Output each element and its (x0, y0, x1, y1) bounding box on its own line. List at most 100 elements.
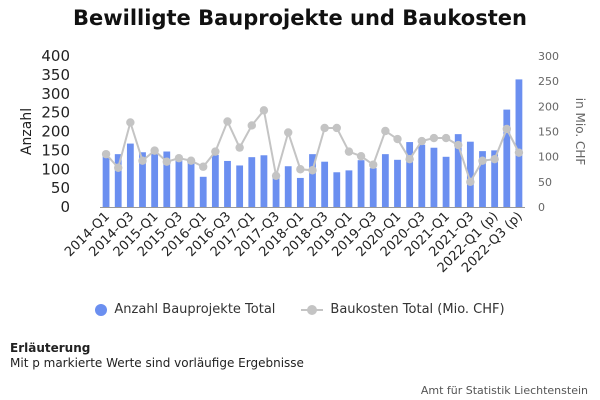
bar-2019-Q3[interactable] (369, 168, 377, 207)
bar-2020-Q1[interactable] (394, 159, 401, 207)
bar-2015-Q4[interactable] (187, 162, 195, 207)
chart-plot: 0501001502002503003504000501001502002503… (19, 47, 587, 276)
point-2014-Q3[interactable] (126, 118, 135, 127)
note-text: Mit p markierte Werte sind vorläufige Er… (10, 356, 304, 370)
legend-item-baukosten[interactable]: Baukosten Total (Mio. CHF) (301, 302, 505, 317)
bar-2015-Q1[interactable] (151, 152, 159, 207)
bar-2015-Q3[interactable] (175, 155, 183, 207)
bar-2018-Q3[interactable] (321, 161, 329, 207)
bar-2020-Q2[interactable] (406, 142, 414, 207)
point-2022-Q3 (p)[interactable] (514, 148, 524, 157)
point-2019-Q3[interactable] (369, 160, 378, 169)
point-2019-Q1[interactable] (344, 147, 354, 156)
y2-axis-title: in Mio. CHF (573, 98, 587, 166)
legend-bar-marker (95, 303, 108, 316)
point-2017-Q4[interactable] (284, 128, 293, 137)
y-tick-label: 0 (60, 198, 70, 216)
point-2021-Q2[interactable] (454, 140, 463, 150)
y-tick-label: 300 (41, 85, 70, 103)
bar-2021-Q1[interactable] (442, 156, 450, 207)
bar-2016-Q3[interactable] (224, 160, 231, 207)
y-tick-label: 200 (41, 123, 70, 141)
y2-tick-label: 200 (538, 100, 559, 113)
bar-2017-Q3[interactable] (272, 176, 280, 207)
point-2018-Q2[interactable] (308, 166, 317, 175)
bar-2022-Q3 (p)[interactable] (515, 79, 523, 207)
bar-2016-Q2[interactable] (211, 154, 219, 207)
point-2014-Q2[interactable] (114, 163, 123, 172)
point-2014-Q4[interactable] (138, 156, 147, 165)
y-tick-label: 250 (41, 104, 70, 122)
y-axis-title: Anzahl (19, 108, 35, 155)
y2-tick-label: 300 (538, 50, 559, 63)
y-tick-label: 350 (41, 66, 70, 84)
point-2019-Q2[interactable] (356, 151, 366, 161)
bar-2017-Q1[interactable] (248, 157, 256, 207)
y2-tick-label: 0 (538, 201, 545, 214)
point-2021-Q1[interactable] (441, 133, 451, 143)
point-2018-Q3[interactable] (320, 123, 329, 133)
bar-2019-Q2[interactable] (357, 160, 365, 207)
y2-tick-label: 100 (538, 151, 559, 164)
bar-2022-Q1 (p)[interactable] (491, 150, 499, 207)
source-credit: Amt für Statistik Liechtenstein (420, 384, 588, 397)
bar-2021-Q2[interactable] (454, 134, 462, 207)
bar-2019-Q4[interactable] (381, 154, 389, 207)
bar-2021-Q4[interactable] (479, 151, 486, 207)
point-2015-Q1[interactable] (150, 146, 159, 155)
y2-tick-label: 150 (538, 126, 559, 139)
point-2021-Q4[interactable] (478, 156, 487, 165)
point-2017-Q2[interactable] (259, 106, 269, 115)
point-2020-Q2[interactable] (405, 154, 414, 164)
point-2015-Q4[interactable] (186, 156, 196, 165)
point-2022-Q1 (p)[interactable] (490, 154, 499, 164)
y-tick-label: 100 (41, 160, 70, 178)
bar-2014-Q3[interactable] (126, 143, 134, 207)
bar-2020-Q4[interactable] (430, 147, 438, 207)
bar-2017-Q4[interactable] (284, 166, 292, 207)
point-2016-Q1[interactable] (199, 162, 208, 171)
point-2015-Q3[interactable] (174, 153, 184, 163)
point-2016-Q3[interactable] (223, 117, 232, 126)
chart-title: Bewilligte Bauprojekte und Baukosten (73, 6, 527, 30)
point-2015-Q2[interactable] (162, 157, 171, 166)
bar-2018-Q1[interactable] (296, 177, 304, 207)
y2-tick-label: 250 (538, 75, 559, 88)
y-tick-label: 150 (41, 141, 70, 159)
point-2020-Q1[interactable] (393, 134, 402, 144)
bar-2018-Q2[interactable] (309, 154, 316, 207)
note-heading: Erläuterung (10, 341, 91, 355)
y2-tick-label: 50 (538, 176, 552, 189)
bar-2020-Q3[interactable] (418, 144, 426, 207)
y-tick-label: 400 (41, 47, 70, 65)
bar-2022-Q2 (p)[interactable] (503, 109, 511, 207)
point-2017-Q1[interactable] (247, 121, 256, 130)
point-2022-Q2 (p)[interactable] (502, 124, 511, 134)
point-2017-Q3[interactable] (271, 171, 281, 180)
point-2020-Q4[interactable] (429, 133, 439, 143)
bar-2014-Q4[interactable] (139, 152, 146, 207)
bar-2018-Q4[interactable] (333, 172, 341, 207)
chart-legend: Anzahl Bauprojekte Total Baukosten Total… (0, 302, 600, 317)
bar-2015-Q2[interactable] (163, 151, 171, 207)
bar-2016-Q1[interactable] (199, 176, 207, 207)
point-2019-Q4[interactable] (381, 126, 390, 136)
legend-label-bauprojekte: Anzahl Bauprojekte Total (114, 302, 276, 317)
point-2020-Q3[interactable] (417, 136, 426, 146)
legend-line-marker (301, 304, 324, 316)
point-2018-Q4[interactable] (332, 123, 341, 133)
point-2021-Q3[interactable] (466, 177, 475, 187)
bar-2016-Q4[interactable] (236, 165, 244, 207)
point-2014-Q1[interactable] (101, 149, 111, 159)
y-tick-label: 50 (51, 179, 70, 197)
point-2018-Q1[interactable] (296, 165, 305, 174)
point-2016-Q4[interactable] (235, 143, 244, 152)
legend-item-bauprojekte[interactable]: Anzahl Bauprojekte Total (95, 302, 275, 317)
bar-2014-Q2[interactable] (114, 154, 122, 207)
bar-2019-Q1[interactable] (345, 170, 353, 207)
bar-2014-Q1[interactable] (102, 154, 110, 207)
point-2016-Q2[interactable] (211, 147, 220, 156)
bar-2021-Q3[interactable] (466, 141, 474, 207)
bar-2017-Q2[interactable] (260, 155, 268, 207)
legend-label-baukosten: Baukosten Total (Mio. CHF) (330, 302, 505, 317)
